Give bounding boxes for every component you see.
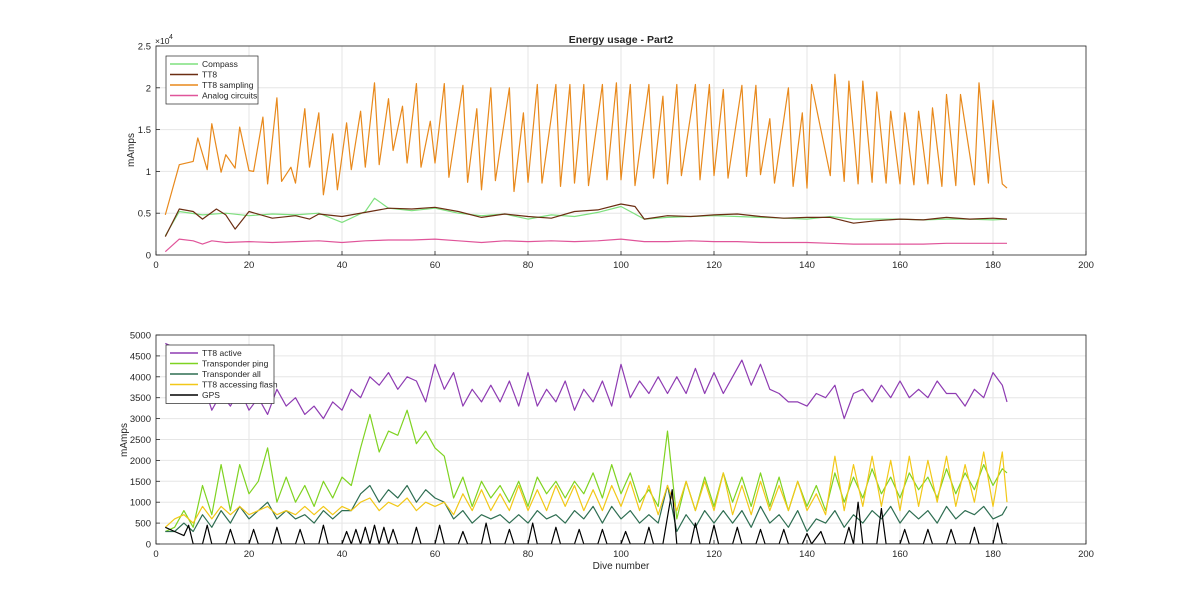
- top-x-tick-label: 0: [153, 260, 158, 271]
- bottom-y-tick-label: 0: [146, 540, 151, 551]
- legend-entry-label: TT8 active: [202, 348, 242, 358]
- transponder-all-series-line: [165, 484, 1008, 533]
- top-y-tick-label: 0.5: [138, 209, 151, 220]
- bottom-x-tick-label: 120: [706, 549, 722, 560]
- bottom-x-tick-label: 140: [799, 549, 815, 560]
- bottom-series-group: [164, 342, 1008, 544]
- bottom-x-tick-label: 200: [1078, 549, 1094, 560]
- legend-entry-label: Transponder ping: [202, 359, 269, 369]
- bottom-axes-box: [155, 334, 1087, 545]
- bottom-y-tick-label: 500: [135, 519, 151, 530]
- bottom-y-tick-label: 3000: [130, 414, 151, 425]
- legend-entry-label: TT8 sampling: [202, 80, 254, 90]
- top-x-tick-label: 100: [613, 260, 629, 271]
- transponder-ping-series-line: [165, 409, 1008, 533]
- bottom-y-tick-label: 5000: [130, 331, 151, 342]
- legend-entry-label: GPS: [202, 390, 220, 400]
- bottom-x-tick-label: 100: [613, 549, 629, 560]
- top-y-tick-label: 1.5: [138, 125, 151, 136]
- y-exponent-label: ×10 4: [155, 34, 173, 46]
- bottom-y-tick-label: 1000: [130, 498, 151, 509]
- y-exponent-power: 4: [169, 34, 173, 41]
- legend-entry-label: TT8: [202, 70, 217, 80]
- top-y-tick-label: 2.5: [138, 42, 151, 53]
- tt8-accessing-flash-series-line: [164, 451, 1008, 528]
- bottom-y-tick-label: 4500: [130, 351, 151, 362]
- tt8-sampling-series-line: [164, 73, 1008, 216]
- bottom-y-tick-label: 1500: [130, 477, 151, 488]
- bottom-y-axis-label: mAmps: [119, 423, 130, 457]
- top-x-tick-label: 140: [799, 260, 815, 271]
- legend-entry-label: Transponder all: [202, 369, 261, 379]
- bottom-x-tick-label: 80: [523, 549, 534, 560]
- bottom-x-axis-label: Dive number: [593, 561, 650, 572]
- top-y-axis-label: mAmps: [126, 133, 137, 167]
- top-y-tick-label: 1: [146, 167, 151, 178]
- top-y-tick-label: 0: [146, 251, 151, 262]
- compass-series-line: [164, 197, 1008, 237]
- top-x-tick-label: 120: [706, 260, 722, 271]
- top-x-tick-label: 40: [337, 260, 348, 271]
- analog-circuits-series-line: [164, 238, 1007, 253]
- top-x-tick-label: 160: [892, 260, 908, 271]
- legend-entry-label: Compass: [202, 59, 238, 69]
- bottom-y-tick-label: 2000: [130, 456, 151, 467]
- top-x-tick-label: 60: [430, 260, 441, 271]
- top-chart-title: Energy usage - Part2: [569, 34, 674, 46]
- bottom-y-tick-label: 2500: [130, 435, 151, 446]
- top-x-tick-label: 180: [985, 260, 1001, 271]
- bottom-x-tick-label: 60: [430, 549, 441, 560]
- y-exponent-base: ×10: [155, 36, 170, 46]
- top-x-tick-label: 20: [244, 260, 255, 271]
- bottom-y-tick-label: 3500: [130, 393, 151, 404]
- top-axes-box: [155, 45, 1087, 256]
- top-x-tick-label: 200: [1078, 260, 1094, 271]
- bottom-x-tick-label: 40: [337, 549, 348, 560]
- top-series-group: [164, 73, 1008, 253]
- bottom-chart-panel: mAmps Dive number 0 20 40 60 80 100 120 140 160 1…: [119, 331, 1094, 573]
- top-x-tick-label: 80: [523, 260, 534, 271]
- bottom-x-tick-label: 20: [244, 549, 255, 560]
- bottom-x-tick-label: 0: [153, 549, 158, 560]
- tt8-active-series-line: [165, 342, 1008, 420]
- legend-entry-label: TT8 accessing flash: [202, 380, 278, 390]
- bottom-x-tick-label: 160: [892, 549, 908, 560]
- legend-entry-label: Analog circuits: [202, 91, 257, 101]
- tt8-series-line: [164, 203, 1008, 237]
- top-y-tick-label: 2: [146, 83, 151, 94]
- bottom-x-tick-label: 180: [985, 549, 1001, 560]
- top-chart-panel: Energy usage - Part2 ×10 4 mAmps 0 20 40 60…: [126, 34, 1094, 271]
- bottom-y-tick-label: 4000: [130, 372, 151, 383]
